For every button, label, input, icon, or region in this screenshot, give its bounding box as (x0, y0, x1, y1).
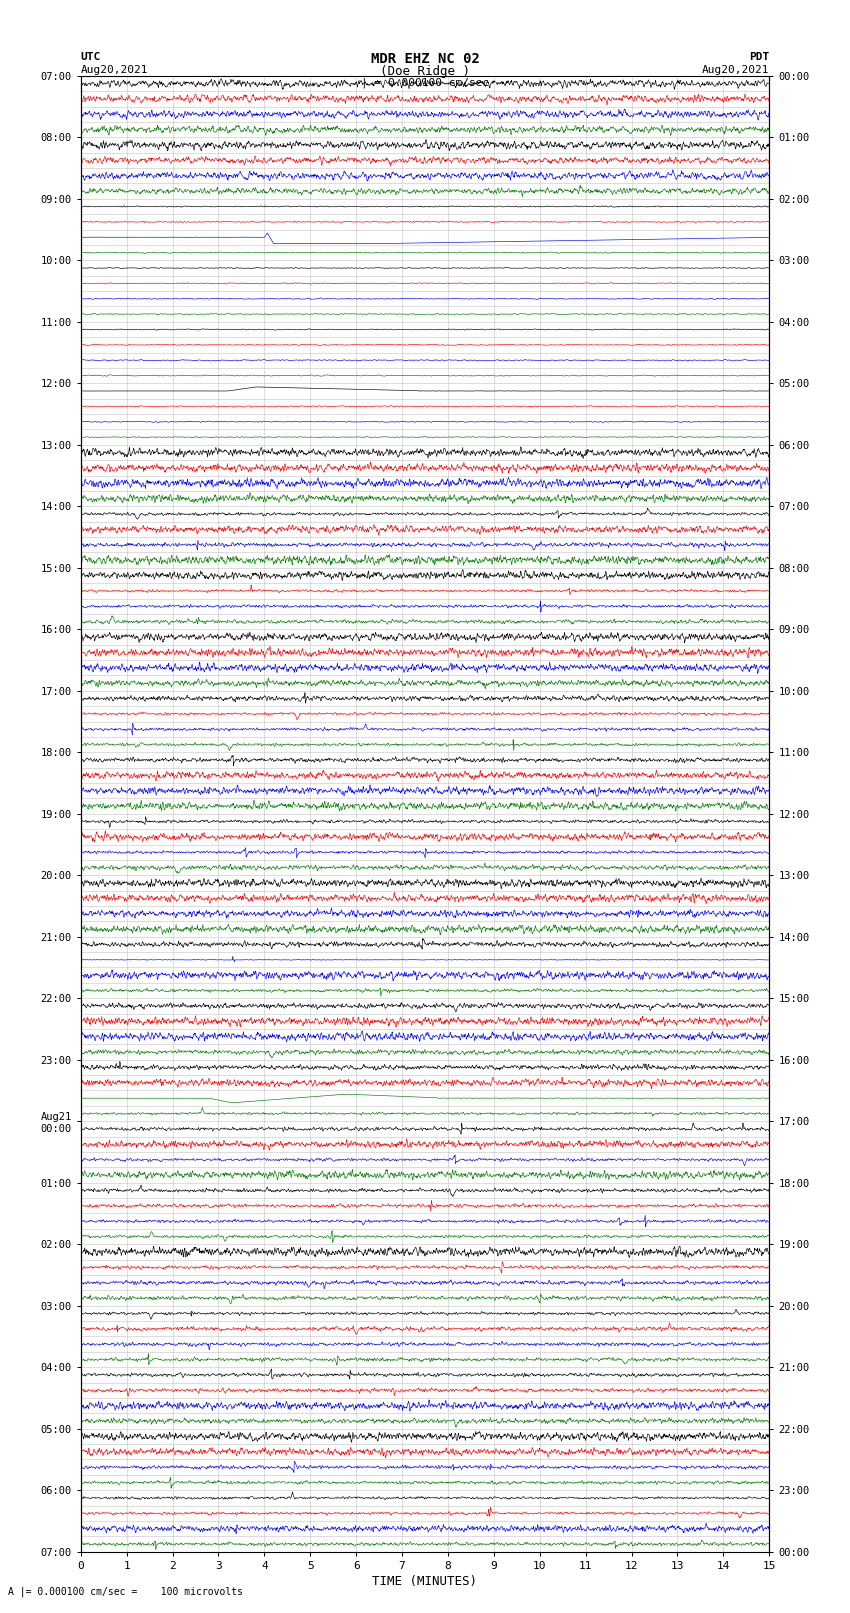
Text: (Doe Ridge ): (Doe Ridge ) (380, 65, 470, 77)
Text: PDT: PDT (749, 52, 769, 61)
Text: Aug20,2021: Aug20,2021 (702, 65, 769, 74)
Text: UTC: UTC (81, 52, 101, 61)
Text: MDR EHZ NC 02: MDR EHZ NC 02 (371, 52, 479, 66)
Text: | = 0.000100 cm/sec: | = 0.000100 cm/sec (361, 77, 489, 89)
Text: A |= 0.000100 cm/sec =    100 microvolts: A |= 0.000100 cm/sec = 100 microvolts (8, 1586, 243, 1597)
Text: Aug20,2021: Aug20,2021 (81, 65, 148, 74)
X-axis label: TIME (MINUTES): TIME (MINUTES) (372, 1574, 478, 1587)
